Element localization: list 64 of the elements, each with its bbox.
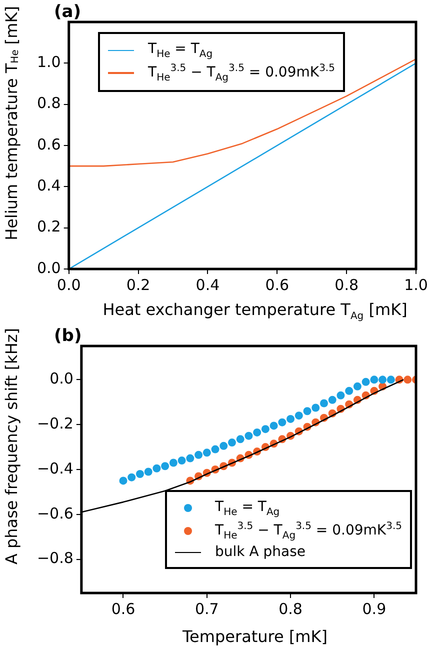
y-tick-label: −0.6	[36, 504, 74, 522]
y-tick-label: 0.0	[50, 370, 74, 388]
point	[136, 470, 144, 478]
point	[378, 376, 387, 384]
point	[202, 448, 211, 457]
legend-label: T$_{He}$$^{3.5}$ − T$_{Ag}$$^{3.5}$ = 0.09mK$^{3.5}$	[215, 520, 402, 542]
legend-label: T$_{He}$ = T$_{Ag}$	[148, 41, 213, 60]
chart-title: (b)	[54, 326, 82, 346]
point	[161, 462, 170, 470]
y-tick-label: 0.2	[36, 218, 61, 236]
point	[303, 407, 312, 416]
point	[320, 399, 328, 408]
x-tick-label: 0.2	[126, 276, 150, 294]
point	[119, 476, 128, 485]
y-tick-label: 1.0	[36, 53, 61, 72]
x-tick-label: 0.9	[362, 600, 386, 618]
point	[353, 382, 362, 390]
point	[244, 432, 253, 440]
y-tick-label: 0.6	[36, 135, 61, 154]
point	[178, 456, 186, 465]
y-tick-label: 0.0	[36, 258, 61, 277]
point	[345, 386, 354, 395]
point	[194, 450, 203, 459]
point	[186, 454, 194, 462]
point	[312, 404, 320, 412]
x-tick-label: 0.4	[196, 276, 220, 294]
point	[236, 435, 244, 444]
point	[152, 464, 161, 472]
y-tick-label: 0.8	[36, 94, 61, 112]
x-tick-label: 0.7	[194, 600, 219, 618]
point	[128, 473, 136, 482]
legend-label: bulk A phase	[215, 544, 306, 560]
x-axis-title: Temperature [mK]	[182, 627, 328, 646]
x-tick-label: 0.6	[111, 600, 136, 618]
point	[278, 418, 286, 426]
point	[362, 378, 370, 386]
point	[270, 422, 278, 430]
x-tick-label: 0.6	[265, 276, 290, 294]
x-axis-title: Heat exchanger temperature T$_{Ag}$ [mK]	[102, 300, 408, 322]
point	[328, 396, 336, 404]
point	[404, 376, 412, 384]
point	[220, 442, 228, 450]
point	[144, 468, 152, 476]
x-tick-label: 1.0	[404, 276, 428, 294]
point	[386, 376, 395, 384]
legend-label: T$_{He}$$^{3.5}$ − T$_{Ag}$$^{3.5}$ = 0.09mK$^{3.5}$	[148, 62, 335, 84]
point	[336, 391, 345, 400]
point	[286, 414, 295, 423]
y-axis-title: A phase frequency shift [kHz]	[2, 328, 21, 565]
x-tick-label: 0.8	[334, 276, 358, 294]
point	[253, 428, 262, 436]
point	[169, 458, 178, 467]
point	[370, 376, 378, 384]
point	[211, 445, 220, 454]
point	[228, 438, 236, 447]
y-tick-label: −0.8	[36, 549, 74, 568]
point	[294, 412, 303, 420]
y-tick-label: −0.2	[36, 414, 74, 432]
chart-title: (a)	[54, 2, 82, 22]
y-tick-label: 0.4	[36, 176, 61, 195]
point	[261, 425, 270, 434]
x-tick-label: 0.8	[278, 600, 302, 618]
y-tick-label: −0.4	[36, 459, 74, 478]
legend-label: T$_{He}$ = T$_{Ag}$	[215, 499, 280, 518]
